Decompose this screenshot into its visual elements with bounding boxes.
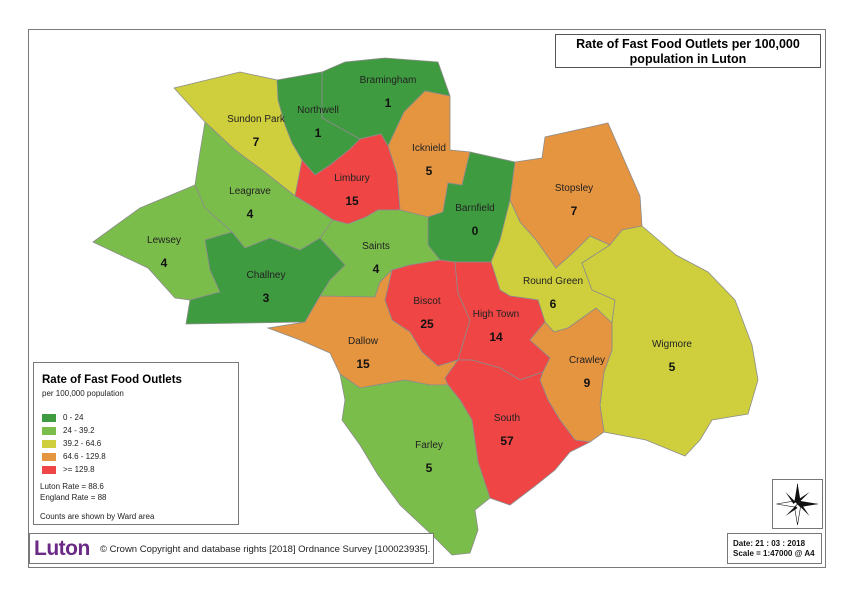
ward-count-label: 6 [550, 297, 557, 311]
map-title-line1: Rate of Fast Food Outlets per 100,000 [576, 37, 800, 51]
credit-box: Luton © Crown Copyright and database rig… [29, 533, 434, 564]
ward-count-label: 3 [263, 291, 270, 305]
map-date: Date: 21 : 03 : 2018 [733, 539, 806, 548]
date-scale-box: Date: 21 : 03 : 2018 Scale = 1:47000 @ A… [727, 533, 822, 564]
ward-name-label: Leagrave [229, 186, 271, 197]
ward-count-label: 15 [345, 194, 359, 208]
ward-count-label: 4 [161, 256, 168, 270]
legend-item: >= 129.8 [42, 463, 106, 476]
luton-rate: Luton Rate = 88.6 [40, 482, 104, 491]
legend-note: Counts are shown by Ward area [40, 512, 155, 521]
ward-count-label: 1 [385, 96, 392, 110]
legend-item-label: 24 - 39.2 [63, 426, 95, 435]
ward-name-label: Farley [415, 440, 443, 451]
luton-logo: Luton [34, 537, 90, 560]
legend-item-label: 0 - 24 [63, 413, 84, 422]
ward-count-label: 5 [669, 360, 676, 374]
map-title: Rate of Fast Food Outlets per 100,000 po… [555, 34, 821, 68]
ward-count-label: 4 [247, 207, 254, 221]
ward-name-label: Wigmore [652, 339, 692, 350]
ward-count-label: 5 [426, 164, 433, 178]
legend-item: 39.2 - 64.6 [42, 437, 106, 450]
ward-name-label: Sundon Park [227, 114, 286, 125]
legend-swatch [42, 426, 56, 435]
legend-swatch [42, 413, 56, 422]
legend-title: Rate of Fast Food Outlets [42, 374, 182, 386]
england-rate: England Rate = 88 [40, 493, 107, 502]
ward-count-label: 14 [489, 330, 503, 344]
ward-challney [185, 231, 346, 325]
ward-count-label: 1 [315, 126, 322, 140]
ward-count-label: 7 [253, 135, 260, 149]
ward-name-label: Dallow [348, 336, 379, 347]
legend: Rate of Fast Food Outlets per 100,000 po… [33, 362, 239, 525]
legend-subtitle: per 100,000 population [42, 389, 124, 398]
ward-count-label: 5 [426, 461, 433, 475]
map-title-line2: population in Luton [629, 52, 747, 66]
ward-name-label: Challney [247, 270, 286, 281]
ward-count-label: 9 [584, 376, 591, 390]
ward-name-label: Saints [362, 241, 390, 252]
ward-name-label: Stopsley [555, 183, 593, 194]
legend-item: 24 - 39.2 [42, 424, 106, 437]
legend-item: 64.6 - 129.8 [42, 450, 106, 463]
legend-item-label: 64.6 - 129.8 [63, 452, 106, 461]
copyright-text: © Crown Copyright and database rights [2… [100, 544, 431, 555]
ward-name-label: Icknield [412, 143, 446, 154]
ward-count-label: 57 [500, 434, 514, 448]
compass-box [772, 479, 823, 529]
ward-name-label: South [494, 413, 520, 424]
north-arrow-icon [776, 483, 819, 526]
ward-name-label: Lewsey [147, 235, 181, 246]
legend-swatch [42, 452, 56, 461]
ward-name-label: High Town [473, 309, 520, 320]
legend-item: 0 - 24 [42, 411, 106, 424]
ward-name-label: Northwell [297, 105, 339, 116]
legend-item-label: >= 129.8 [63, 465, 95, 474]
ward-count-label: 4 [373, 262, 380, 276]
ward-name-label: Round Green [523, 276, 583, 287]
ward-farley [339, 373, 491, 556]
ward-name-label: Biscot [413, 296, 440, 307]
legend-swatch [42, 465, 56, 474]
ward-name-label: Barnfield [455, 203, 494, 214]
ward-name-label: Limbury [334, 173, 370, 184]
ward-count-label: 25 [420, 317, 434, 331]
legend-item-label: 39.2 - 64.6 [63, 439, 102, 448]
ward-name-label: Bramingham [360, 75, 417, 86]
legend-items: 0 - 24 24 - 39.2 39.2 - 64.6 64.6 - 129.… [42, 411, 106, 476]
ward-count-label: 15 [356, 357, 370, 371]
ward-count-label: 7 [571, 204, 578, 218]
legend-swatch [42, 439, 56, 448]
ward-count-label: 0 [472, 224, 479, 238]
map-scale: Scale = 1:47000 @ A4 [733, 549, 815, 558]
ward-name-label: Crawley [569, 355, 605, 366]
